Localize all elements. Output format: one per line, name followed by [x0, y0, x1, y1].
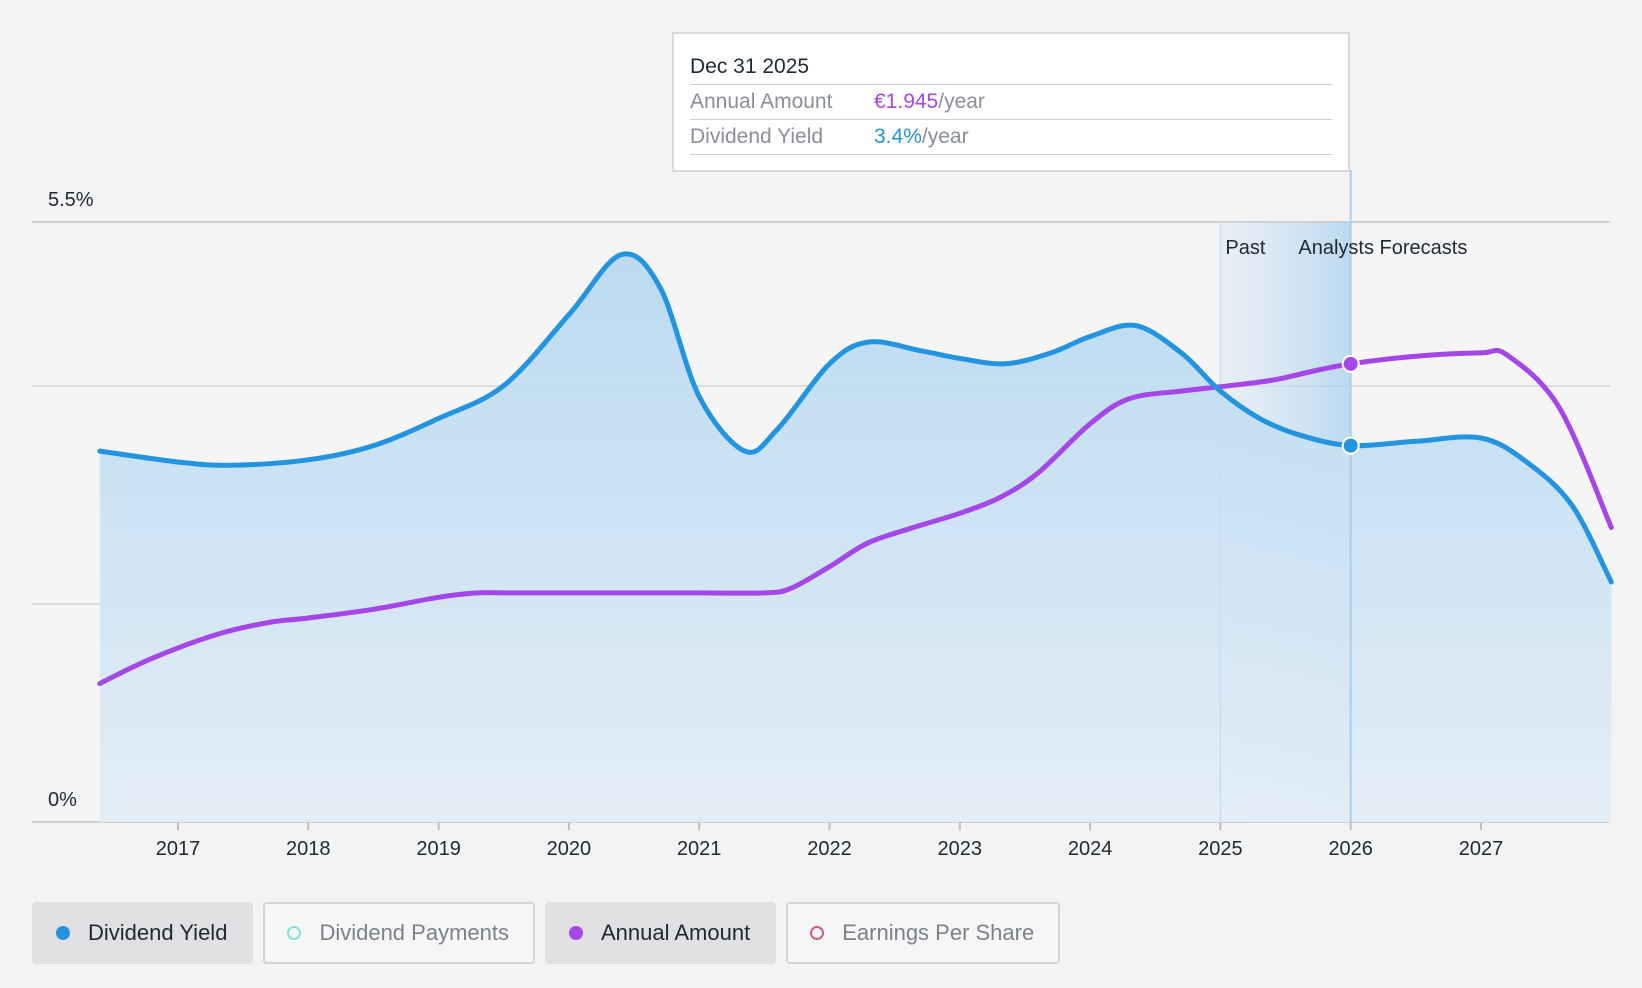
chart-legend: Dividend Yield Dividend Payments Annual … — [32, 902, 1061, 964]
x-tick-label: 2027 — [1459, 838, 1504, 860]
legend-label: Dividend Payments — [319, 920, 509, 945]
chart-tooltip: Dec 31 2025 Annual Amount €1.945 /year D… — [672, 32, 1350, 172]
x-tick-label: 2021 — [677, 838, 722, 860]
tooltip-label: Dividend Yield — [690, 125, 824, 148]
x-tick-label: 2019 — [416, 838, 461, 860]
past-label: Past — [1225, 237, 1265, 259]
legend-label: Earnings Per Share — [842, 920, 1035, 945]
x-axis: 2017 2018 2019 2020 2021 2022 2023 2024 2025 2026… — [156, 822, 1504, 860]
tooltip-date: Dec 31 2025 — [690, 50, 1332, 85]
legend-annual-amount-button[interactable]: Annual Amount — [544, 902, 777, 964]
tooltip-label: Annual Amount — [690, 90, 833, 113]
tooltip-value: €1.945 — [874, 90, 939, 113]
legend-label: Annual Amount — [600, 920, 751, 945]
x-tick-label: 2020 — [547, 838, 592, 860]
dividend-yield-marker — [1341, 436, 1360, 455]
legend-earnings-per-share-button[interactable]: Earnings Per Share — [786, 902, 1061, 964]
tooltip-value: 3.4% — [874, 125, 922, 148]
annual-amount-line — [97, 347, 1614, 686]
x-tick-label: 2024 — [1068, 838, 1113, 860]
y-tick-bottom: 0% — [48, 789, 77, 811]
forecast-label: Analysts Forecasts — [1298, 237, 1467, 259]
tooltip-row-annual-amount: Annual Amount €1.945 /year — [690, 85, 1332, 120]
legend-dividend-yield-button[interactable]: Dividend Yield — [32, 902, 254, 964]
x-tick-label: 2022 — [807, 838, 852, 860]
x-tick-label: 2017 — [156, 838, 201, 860]
tooltip-row-dividend-yield: Dividend Yield 3.4% /year — [690, 120, 1332, 155]
tooltip-unit: /year — [938, 90, 985, 113]
circle-outline-icon — [287, 926, 302, 940]
tooltip-unit: /year — [921, 125, 969, 148]
dividend-chart: Past Analysts Forecasts 5.5% 0% 2017 2018… — [32, 170, 1614, 860]
x-tick-label: 2026 — [1328, 838, 1373, 860]
y-tick-top: 5.5% — [48, 189, 94, 211]
circle-icon — [568, 926, 583, 940]
dividend-yield-area — [99, 253, 1612, 823]
circle-outline-icon — [810, 926, 825, 940]
x-tick-label: 2023 — [938, 838, 983, 860]
annual-amount-marker — [1341, 354, 1360, 373]
legend-dividend-payments-button[interactable]: Dividend Payments — [263, 902, 535, 964]
circle-icon — [56, 926, 70, 940]
x-tick-label: 2018 — [286, 838, 331, 860]
x-tick-label: 2025 — [1198, 838, 1243, 860]
legend-label: Dividend Yield — [88, 920, 228, 945]
